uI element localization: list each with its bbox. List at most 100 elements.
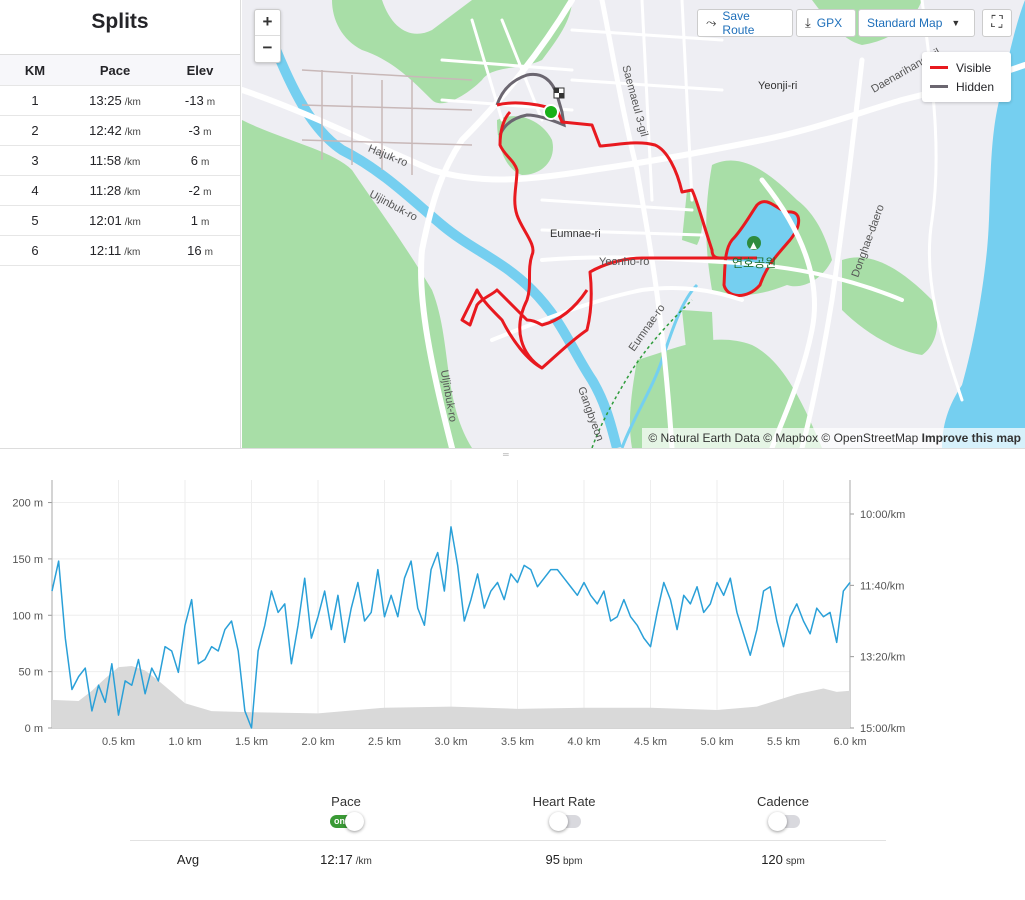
save-route-label: Save Route <box>722 9 755 37</box>
x-tick-label: 5.5 km <box>767 736 800 748</box>
start-marker <box>543 104 559 120</box>
avg-label: Avg <box>176 852 200 867</box>
legend-visible: Visible <box>930 58 1003 77</box>
fullscreen-button[interactable]: ⛶ <box>982 9 1012 37</box>
road <box>540 255 904 302</box>
x-tick-label: 4.0 km <box>567 736 600 748</box>
split-row[interactable]: 1 13:25/km -13 m <box>0 86 240 116</box>
cadence-avg: 120 spm <box>713 852 853 867</box>
split-pace: 12:01/km <box>70 206 160 235</box>
caret-down-icon: ▼ <box>951 18 961 28</box>
col-km-header: KM <box>24 63 46 78</box>
route-hidden <box>495 72 566 136</box>
heart-rate-avg-unit: bpm <box>563 856 583 867</box>
split-row[interactable]: 2 12:42/km -3 m <box>0 116 240 146</box>
map-style-label: Standard Map <box>867 16 943 30</box>
legend-hidden: Hidden <box>930 77 1003 96</box>
svg-text:▲: ▲ <box>750 241 757 251</box>
attribution-text[interactable]: © Natural Earth Data © Mapbox © OpenStre… <box>648 431 919 445</box>
zoom-out-button[interactable]: − <box>262 38 273 57</box>
rail-line <box>591 299 693 448</box>
elevation-pace-chart[interactable]: 0.5 km 1.0 km 1.5 km 2.0 km 2.5 km 3.0 km 3.5 … <box>0 470 1025 760</box>
col-pace-header: Pace <box>99 63 131 78</box>
cadence-avg-value: 120 <box>761 852 783 867</box>
split-elev-unit: m <box>200 217 210 228</box>
split-pace-unit: /km <box>124 187 141 198</box>
save-route-button[interactable]: ⤳ Save Route <box>697 9 793 37</box>
legend-hidden-label: Hidden <box>956 79 995 94</box>
park-pin-icon <box>747 236 761 250</box>
road <box>440 0 724 237</box>
split-elev-unit: m <box>203 127 212 138</box>
stats-panel: Pace Heart Rate Cadence on Avg 12:17/km … <box>130 790 886 880</box>
park-area <box>332 0 572 104</box>
sea <box>942 0 1025 448</box>
y-left-tick-label: 150 m <box>12 554 43 566</box>
toggle-knob <box>768 812 787 831</box>
map-attribution: © Natural Earth Data © Mapbox © OpenStre… <box>642 428 1025 448</box>
split-elev-unit: m <box>203 187 212 198</box>
map-label-eumnae-ri: Eumnae-ri <box>550 228 601 240</box>
y-left-tick-label: 0 m <box>25 723 43 735</box>
split-elev-unit: m <box>200 157 210 168</box>
split-pace: 13:25/km <box>70 86 160 115</box>
split-elev: -2 m <box>160 176 240 205</box>
split-km: 4 <box>31 183 39 198</box>
park-area <box>842 257 938 355</box>
stats-divider <box>130 840 886 841</box>
split-elev-value: 1 <box>190 213 198 228</box>
pace-avg-value: 12:17 <box>320 852 353 867</box>
splits-title: Splits <box>0 0 240 55</box>
split-pace-unit: /km <box>124 97 141 108</box>
split-pace-value: 12:01 <box>89 213 122 228</box>
split-pace-value: 12:11 <box>89 243 122 258</box>
split-row[interactable]: 6 12:11/km 16 m <box>0 236 240 266</box>
y-right-tick-label: 10:00/km <box>860 509 905 521</box>
split-elev-value: -13 <box>184 93 204 108</box>
split-km: 2 <box>31 123 39 138</box>
split-elev: -3 m <box>160 116 240 145</box>
split-row[interactable]: 5 12:01/km 1 m <box>0 206 240 236</box>
split-pace-unit: /km <box>124 127 141 138</box>
cadence-toggle[interactable] <box>768 812 800 831</box>
legend-swatch-visible <box>930 66 948 69</box>
x-tick-label: 5.0 km <box>700 736 733 748</box>
split-pace-value: 11:28 <box>89 183 122 198</box>
road <box>242 62 1025 183</box>
pace-avg-unit: /km <box>355 856 372 867</box>
map-canvas[interactable]: ▲ <box>242 0 1025 448</box>
download-icon: ⤓ <box>805 15 811 30</box>
x-tick-label: 1.5 km <box>235 736 268 748</box>
pace-line <box>51 526 851 729</box>
legend-visible-label: Visible <box>956 60 992 75</box>
pace-header: Pace <box>331 794 361 809</box>
map-style-dropdown[interactable]: Standard Map ▼ <box>858 9 975 37</box>
resize-handle[interactable]: ═ <box>0 448 1025 459</box>
heart-rate-toggle[interactable] <box>549 812 581 831</box>
elevation-area <box>52 666 850 728</box>
pace-toggle[interactable]: on <box>330 812 364 831</box>
split-row[interactable]: 4 11:28/km -2 m <box>0 176 240 206</box>
improve-map-link[interactable]: Improve this map <box>921 431 1021 445</box>
zoom-in-button[interactable]: + <box>255 10 280 36</box>
split-elev: 16 m <box>160 236 240 265</box>
finish-marker <box>553 87 565 99</box>
split-row[interactable]: 3 11:58/km 6 m <box>0 146 240 176</box>
col-elev-header: Elev <box>186 63 214 78</box>
toggle-knob <box>549 812 568 831</box>
x-tick-label: 3.0 km <box>434 736 467 748</box>
road <box>759 177 818 448</box>
y-right-tick-label: 13:20/km <box>860 652 905 664</box>
split-pace-unit: /km <box>124 247 141 258</box>
minor-road <box>301 69 473 175</box>
park-area <box>682 310 714 358</box>
route-icon: ⤳ <box>706 15 717 30</box>
pace-avg: 12:17/km <box>276 852 416 867</box>
gpx-button[interactable]: ⤓ GPX <box>796 9 856 37</box>
split-elev-unit: m <box>204 247 213 258</box>
heart-rate-avg-value: 95 <box>545 852 560 867</box>
y-left-tick-label: 50 m <box>19 667 43 679</box>
route-map[interactable]: ▲ Hajuk-ro Uijinbuk-ro Eumnae-ri Yeonho-… <box>242 0 1025 448</box>
